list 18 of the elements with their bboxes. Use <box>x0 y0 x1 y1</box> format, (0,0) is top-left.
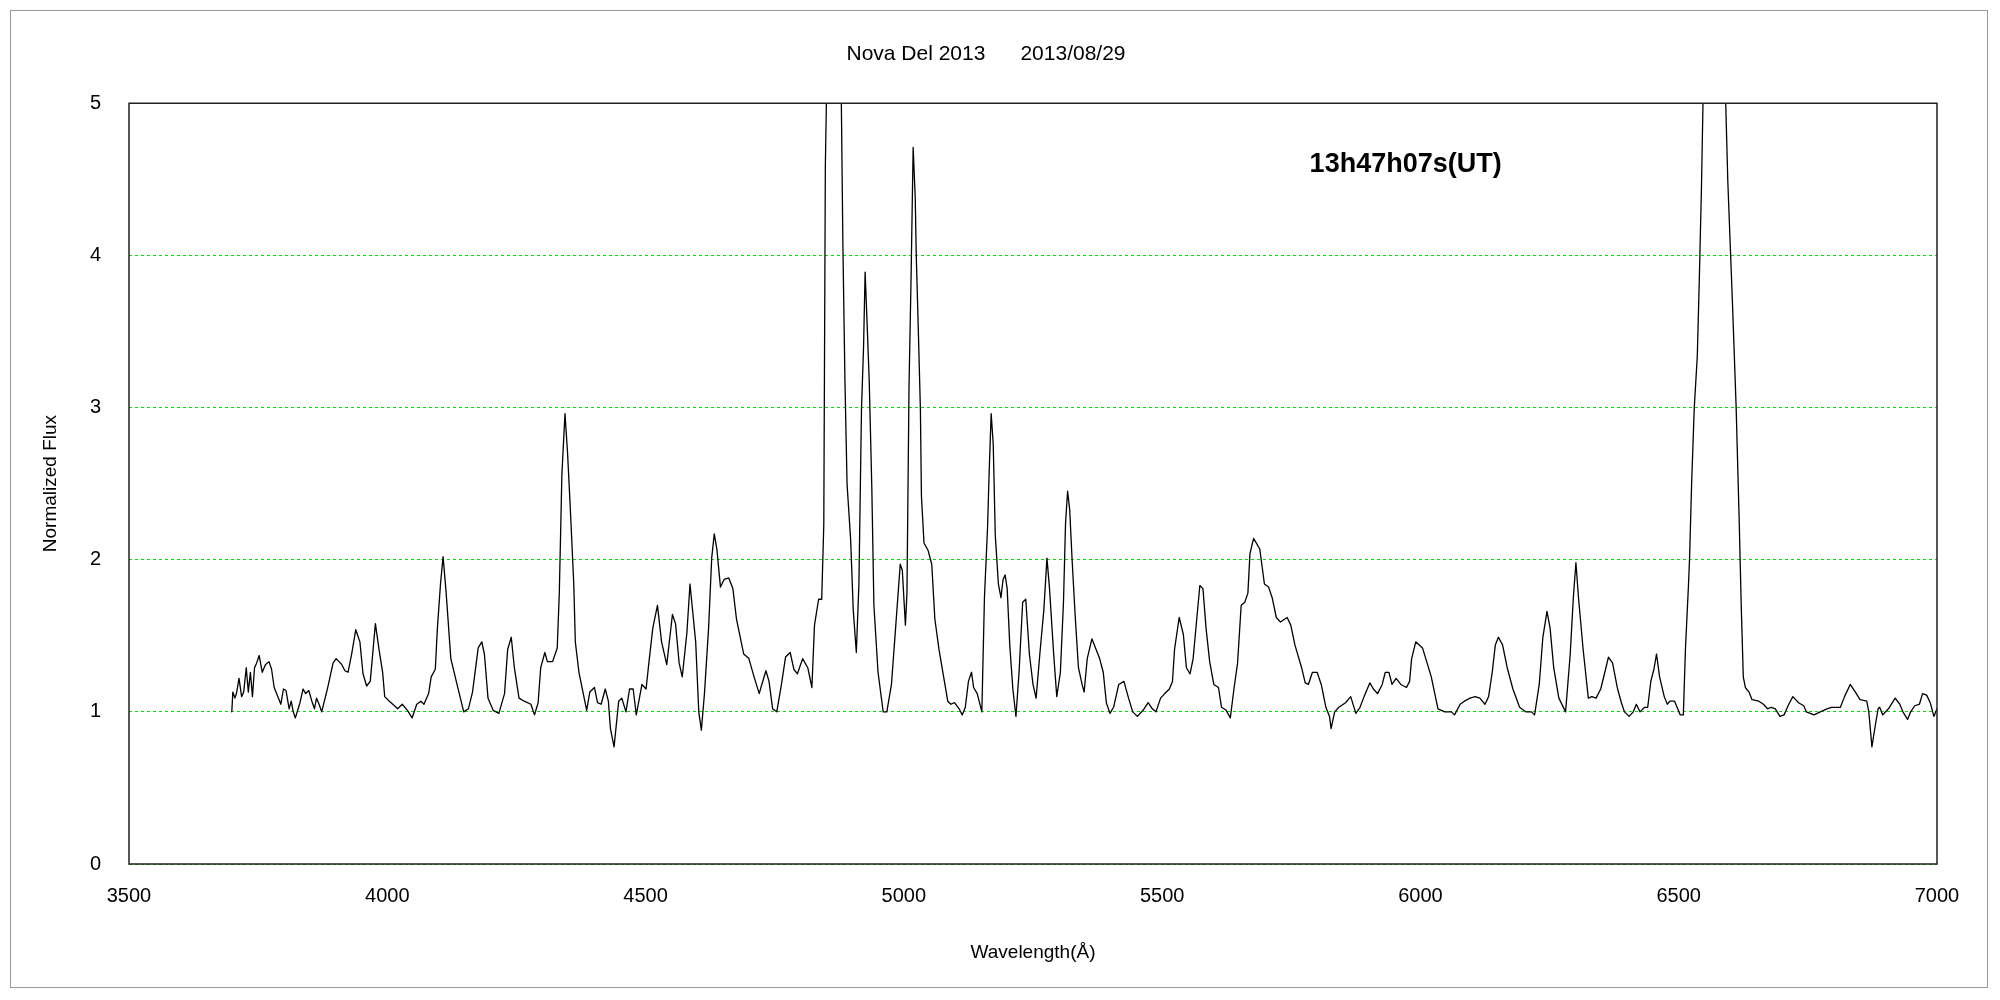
y-axis-title: Normalized Flux <box>38 414 60 553</box>
x-axis-title: Wavelength(Å) <box>970 940 1096 962</box>
y-tick-label: 1 <box>89 699 101 722</box>
y-tick-label: 0 <box>89 851 101 874</box>
y-tick-label: 2 <box>89 547 101 570</box>
x-tick-label: 5000 <box>881 883 927 906</box>
x-tick-label: 7000 <box>1914 883 1960 906</box>
x-tick-label: 6500 <box>1656 883 1701 906</box>
x-tick-label: 6000 <box>1398 883 1443 906</box>
y-tick-label: 4 <box>89 242 101 265</box>
x-tick-label: 3500 <box>106 883 152 906</box>
chart-title: Nova Del 2013 2013/08/29 <box>846 41 1126 65</box>
x-tick-label: 4000 <box>365 883 410 906</box>
annotation: 13h47h07s(UT) <box>1309 148 1502 179</box>
y-tick-label: 5 <box>89 90 101 113</box>
x-tick-label: 5500 <box>1139 883 1185 906</box>
y-tick-label: 3 <box>89 395 101 418</box>
x-tick-label: 4500 <box>623 883 668 906</box>
